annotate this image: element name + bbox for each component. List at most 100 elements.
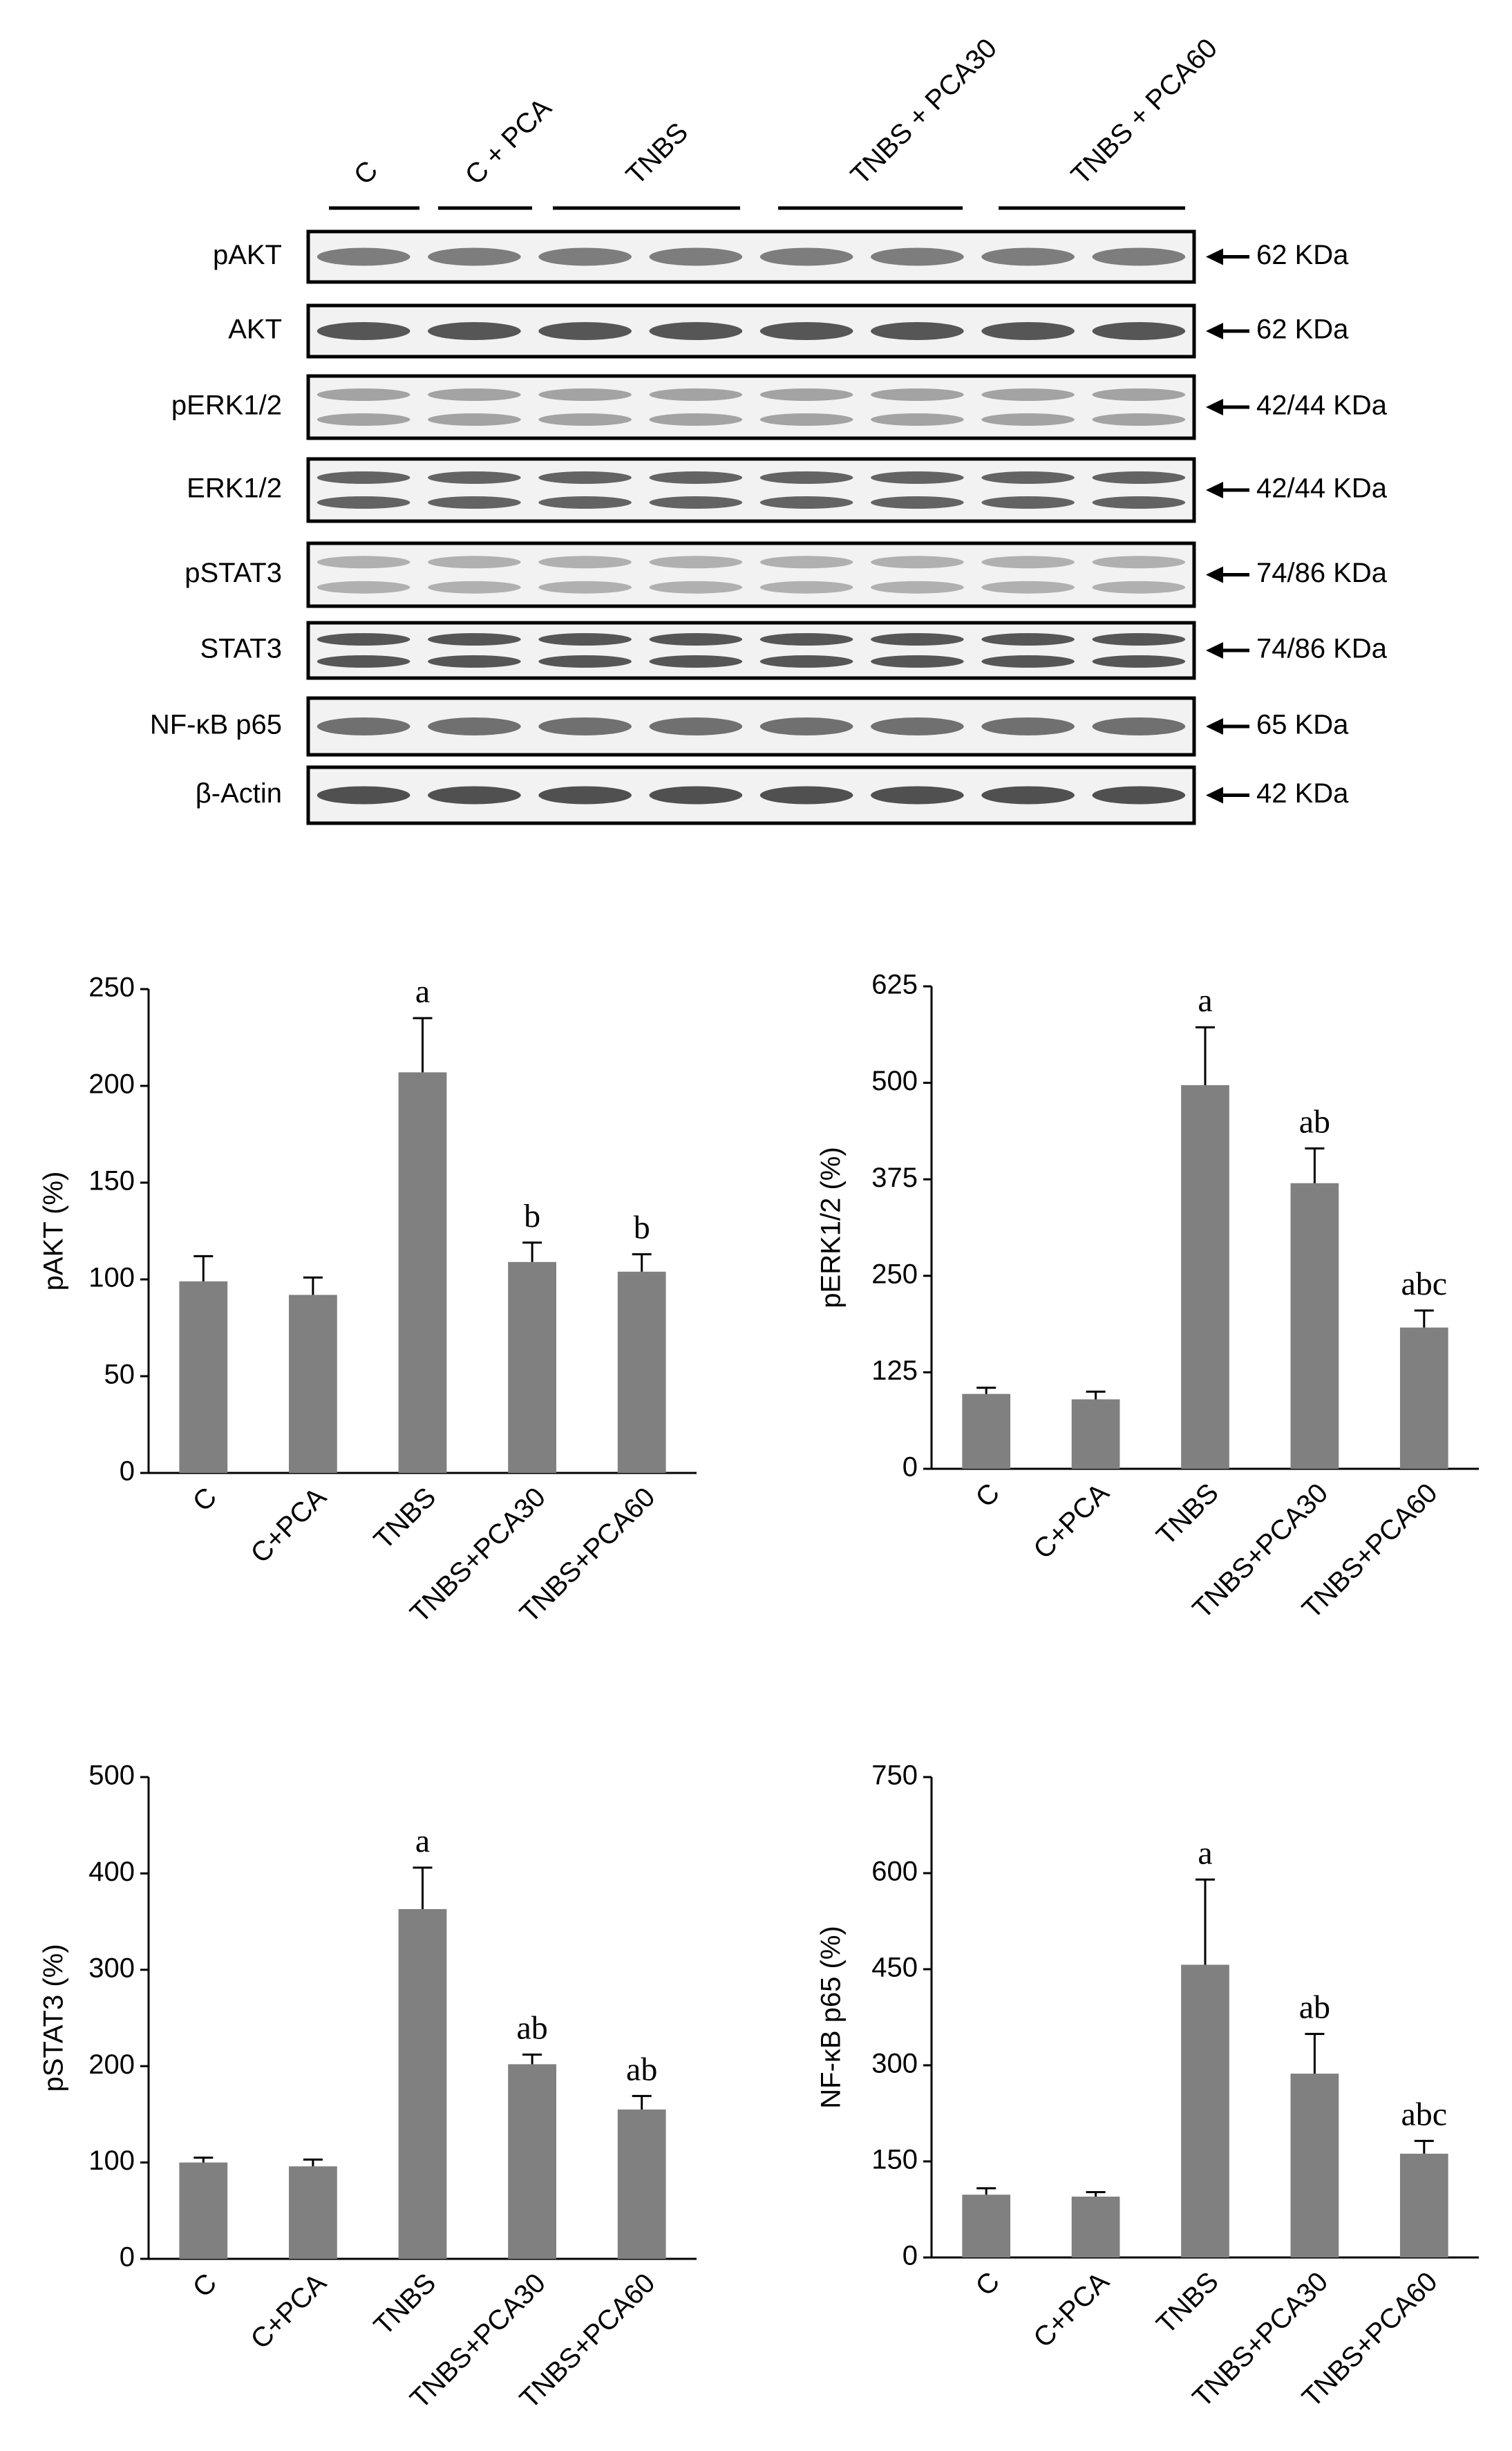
arrow-head [1206,248,1223,265]
bar [179,2162,228,2259]
band [981,717,1075,735]
band [538,581,632,594]
band [428,413,521,426]
band [316,655,410,668]
y-tick-label: 250 [871,1259,918,1289]
band [1092,388,1186,401]
lane-label: C + PCA [460,93,558,191]
arrow-head [1206,323,1223,339]
x-tick-label: C [187,1482,223,1518]
band [981,413,1075,426]
band [871,581,964,594]
band [871,322,964,340]
band [316,556,410,569]
band [871,556,964,569]
bar [1071,2196,1120,2257]
size-label: 65 KDa [1256,710,1349,740]
protein-label: pSTAT3 [185,558,282,588]
bar [179,1281,228,1473]
band [981,786,1075,805]
y-tick-label: 50 [104,1360,135,1390]
band [981,655,1075,668]
error-bar [632,2094,652,2110]
bar [1071,1399,1120,1469]
band [649,471,743,484]
band [428,581,521,594]
band [871,471,964,484]
band [759,633,853,646]
band [649,322,743,340]
band [1092,581,1186,594]
blot-frame [306,541,1196,608]
x-tick-label: C [970,1478,1005,1514]
error-bar [193,2157,214,2163]
blot-frame [306,457,1196,523]
arrow-head [1206,566,1223,583]
band [1092,786,1186,805]
band [428,322,521,340]
x-tick-label: C [187,2268,223,2304]
band [538,496,632,509]
band [649,581,743,594]
band [649,717,743,735]
significance-label: a [415,1823,430,1859]
bar [289,2166,337,2259]
band [649,388,743,401]
band [981,471,1075,484]
error-bar [1414,2139,1434,2154]
y-tick-label: 150 [88,1166,135,1196]
y-tick-label: 100 [88,1263,135,1293]
significance-label: abc [1401,1266,1447,1302]
band [759,322,853,340]
significance-label: a [1198,982,1212,1019]
band [759,496,853,509]
band [759,413,853,426]
x-tick-label: TNBS [1151,2266,1225,2340]
x-tick-label: C+PCA [1028,1477,1115,1564]
y-axis-label: pSTAT3 (%) [39,1944,69,2092]
x-tick-label: C [970,2266,1005,2302]
band [1092,655,1186,668]
x-tick-label: TNBS [1151,1478,1225,1552]
band [759,388,853,401]
y-tick-label: 0 [120,2242,135,2273]
y-tick-label: 200 [88,1069,135,1100]
x-tick-label: C+PCA [1028,2266,1115,2353]
bar [962,1393,1011,1469]
bar [1399,2153,1448,2257]
band [538,322,632,340]
band [649,786,743,805]
band [316,581,410,594]
y-tick-label: 450 [871,1953,918,1983]
band [538,413,632,426]
band [316,388,410,401]
protein-label: ERK1/2 [187,473,282,504]
bar [617,2109,666,2259]
band [316,413,410,426]
band [871,633,964,646]
arrow-head [1206,718,1223,735]
error-bar [193,1255,214,1281]
band [649,247,743,266]
band [1092,633,1186,646]
blot-frame [306,374,1196,440]
band [871,655,964,668]
band [428,786,521,805]
significance-label: ab [626,2051,657,2087]
y-tick-label: 600 [871,1857,918,1887]
band [538,247,632,266]
error-bar [303,2158,323,2167]
band [871,413,964,426]
protein-label: pAKT [213,240,282,270]
y-tick-label: 150 [871,2145,918,2175]
lane-label: TNBS [621,117,694,191]
size-label: 42/44 KDa [1256,473,1388,504]
bar [617,1271,666,1473]
size-label: 42 KDa [1256,778,1349,809]
blot-frame [306,621,1196,680]
size-label: 42/44 KDa [1256,391,1388,421]
significance-label: b [634,1210,650,1246]
error-bar [632,1253,652,1272]
band [649,556,743,569]
